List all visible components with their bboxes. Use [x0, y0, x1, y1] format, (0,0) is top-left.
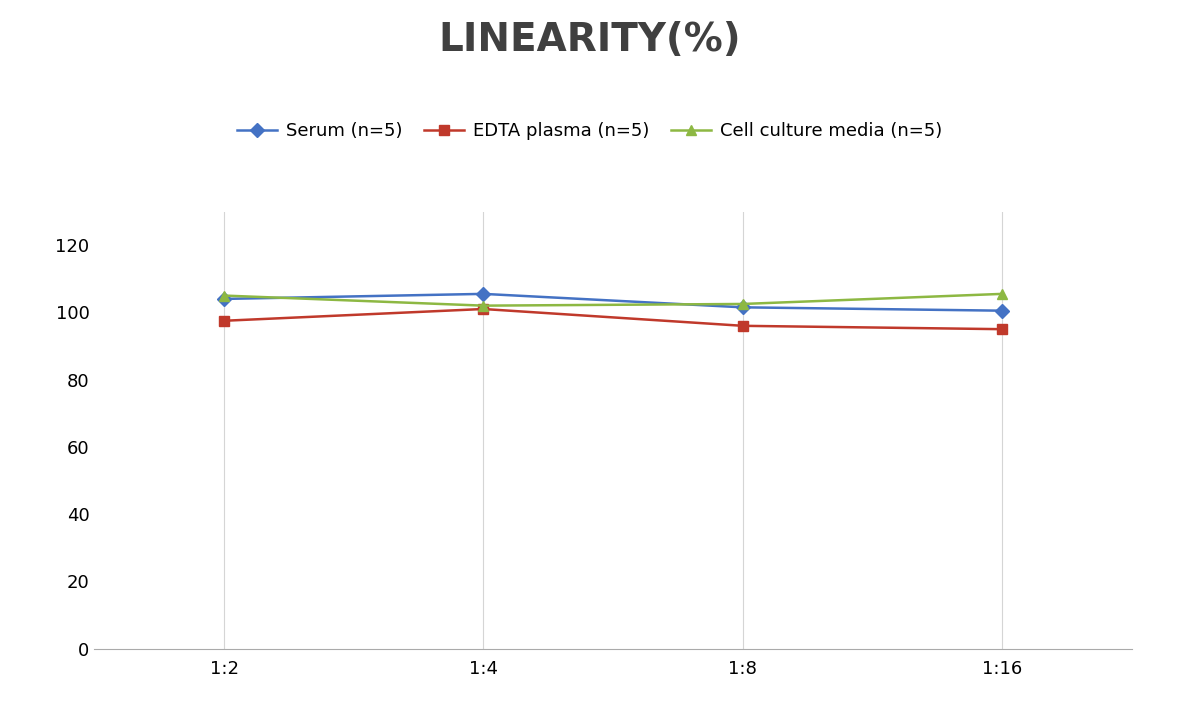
Line: Cell culture media (n=5): Cell culture media (n=5)	[219, 289, 1007, 310]
Serum (n=5)	[217, 295, 231, 303]
Cell culture media (n=5)	[995, 290, 1009, 298]
EDTA plasma (n=5)	[476, 305, 490, 313]
Serum (n=5)	[736, 303, 750, 312]
Line: EDTA plasma (n=5): EDTA plasma (n=5)	[219, 304, 1007, 334]
Legend: Serum (n=5), EDTA plasma (n=5), Cell culture media (n=5): Serum (n=5), EDTA plasma (n=5), Cell cul…	[230, 115, 949, 147]
EDTA plasma (n=5)	[217, 317, 231, 325]
Serum (n=5)	[995, 307, 1009, 315]
Cell culture media (n=5)	[736, 300, 750, 308]
Serum (n=5)	[476, 290, 490, 298]
EDTA plasma (n=5)	[995, 325, 1009, 333]
Cell culture media (n=5)	[217, 291, 231, 300]
Text: LINEARITY(%): LINEARITY(%)	[439, 21, 740, 59]
Line: Serum (n=5): Serum (n=5)	[219, 289, 1007, 316]
Cell culture media (n=5)	[476, 302, 490, 310]
EDTA plasma (n=5)	[736, 321, 750, 330]
